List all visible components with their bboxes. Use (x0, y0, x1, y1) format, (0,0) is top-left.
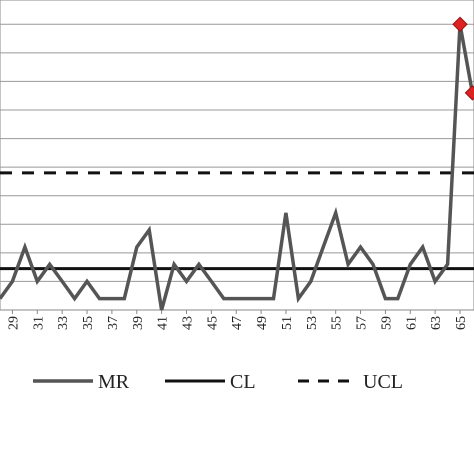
legend-label-mr: MR (98, 371, 130, 393)
mr-series (0, 16, 474, 311)
x-axis-tick-labels: 29 31 33 35 37 39 41 43 45 47 49 51 53 55 57 59 61 63 65 (6, 310, 469, 330)
x-tick-label: 35 (81, 316, 96, 330)
x-tick-label: 47 (230, 316, 245, 330)
x-tick-label: 59 (379, 316, 394, 330)
mr-line (0, 23, 474, 311)
x-tick-label: 63 (429, 316, 444, 330)
x-tick-label: 55 (330, 316, 345, 330)
legend-label-ucl: UCL (363, 371, 403, 393)
x-tick-label: 65 (454, 316, 469, 330)
x-tick-label: 39 (131, 316, 146, 330)
x-tick-label: 61 (404, 316, 419, 330)
gridlines (0, 23, 474, 311)
plot-area (0, 0, 474, 311)
x-tick-label: 33 (56, 316, 71, 330)
x-tick-label: 29 (6, 316, 21, 330)
x-tick-label: 37 (106, 316, 121, 330)
x-tick-label: 53 (305, 316, 320, 330)
out-of-control-marker (464, 85, 474, 101)
x-tick-label: 49 (255, 316, 270, 330)
control-limits (0, 171, 474, 271)
legend-label-cl: CL (230, 371, 256, 393)
x-tick-label: 45 (205, 316, 220, 330)
x-tick-label: 43 (180, 316, 195, 330)
x-tick-label: 31 (31, 316, 46, 330)
x-tick-label: 51 (280, 316, 295, 330)
legend: MR CL UCL (33, 371, 403, 393)
x-tick-label: 57 (355, 316, 370, 330)
out-of-control-marker (452, 16, 468, 32)
x-tick-label: 41 (156, 316, 171, 330)
